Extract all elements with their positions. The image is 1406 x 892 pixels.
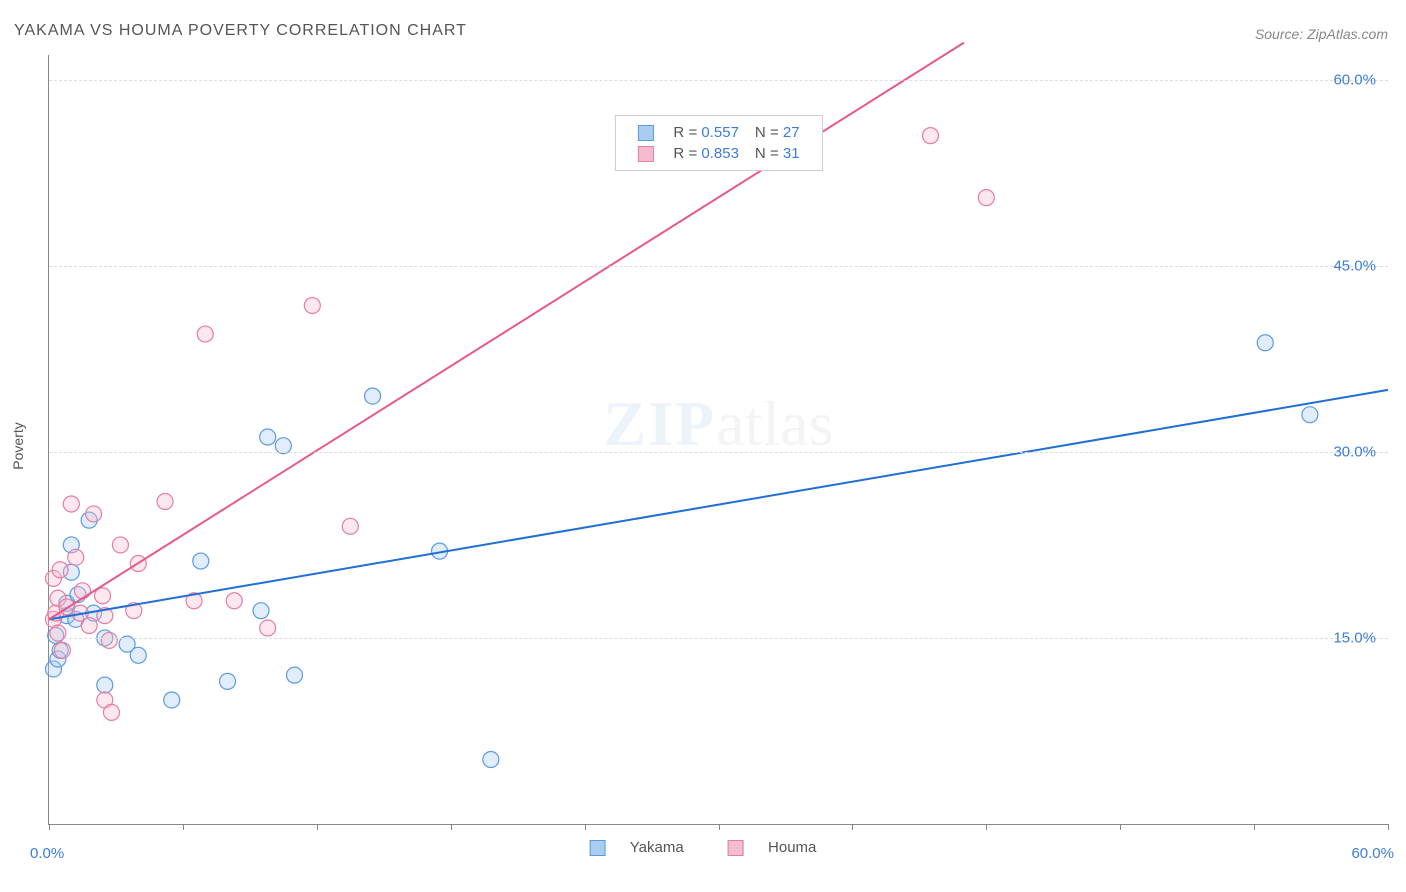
gridline <box>49 638 1388 639</box>
n-label: N <box>755 145 766 162</box>
source-label: Source: ZipAtlas.com <box>1255 26 1388 42</box>
scatter-point <box>260 620 276 636</box>
trend-line <box>49 43 964 620</box>
swatch-icon <box>728 840 744 856</box>
x-tick <box>986 824 987 830</box>
scatter-point <box>86 506 102 522</box>
r-label: R <box>673 124 684 141</box>
x-tick <box>1388 824 1389 830</box>
plot-area: ZIPatlas R = 0.557 N = 27 R = 0.853 N = … <box>48 55 1388 825</box>
x-tick <box>49 824 50 830</box>
scatter-point <box>81 618 97 634</box>
n-label: N <box>755 124 766 141</box>
n-value: 31 <box>783 145 800 162</box>
x-tick <box>451 824 452 830</box>
swatch-icon <box>637 125 653 141</box>
r-value: 0.557 <box>701 124 739 141</box>
scatter-point <box>112 537 128 553</box>
r-label: R <box>673 145 684 162</box>
scatter-point <box>68 549 84 565</box>
legend-stats-row: R = 0.557 N = 27 <box>629 122 807 143</box>
scatter-point <box>483 752 499 768</box>
legend-item: Houma <box>718 839 827 856</box>
legend-stats-row: R = 0.853 N = 31 <box>629 143 807 164</box>
scatter-point <box>193 553 209 569</box>
eq: = <box>766 145 783 162</box>
gridline <box>49 266 1388 267</box>
scatter-point <box>103 704 119 720</box>
scatter-point <box>52 562 68 578</box>
x-origin-label: 0.0% <box>30 845 64 862</box>
y-tick-label: 60.0% <box>1333 71 1376 88</box>
scatter-point <box>164 692 180 708</box>
y-tick-label: 30.0% <box>1333 443 1376 460</box>
scatter-point <box>253 603 269 619</box>
x-tick <box>852 824 853 830</box>
x-tick <box>585 824 586 830</box>
legend-stats-table: R = 0.557 N = 27 R = 0.853 N = 31 <box>629 122 807 164</box>
x-tick <box>183 824 184 830</box>
scatter-point <box>923 128 939 144</box>
scatter-point <box>1302 407 1318 423</box>
eq: = <box>684 124 701 141</box>
gridline <box>49 452 1388 453</box>
legend-bottom: Yakama Houma <box>570 839 837 856</box>
scatter-point <box>365 388 381 404</box>
x-tick <box>317 824 318 830</box>
scatter-point <box>63 496 79 512</box>
chart-title: YAKAMA VS HOUMA POVERTY CORRELATION CHAR… <box>14 22 467 40</box>
scatter-point <box>197 326 213 342</box>
scatter-point <box>226 593 242 609</box>
scatter-point <box>1257 335 1273 351</box>
trend-line <box>49 390 1388 619</box>
eq: = <box>684 145 701 162</box>
scatter-point <box>978 190 994 206</box>
scatter-point <box>101 632 117 648</box>
scatter-point <box>304 298 320 314</box>
legend-label: Houma <box>768 839 816 856</box>
x-tick <box>719 824 720 830</box>
scatter-point <box>97 677 113 693</box>
scatter-point <box>54 642 70 658</box>
x-tick <box>1254 824 1255 830</box>
r-value: 0.853 <box>701 145 739 162</box>
eq: = <box>766 124 783 141</box>
swatch-icon <box>637 146 653 162</box>
scatter-point <box>74 583 90 599</box>
legend-item: Yakama <box>580 839 694 856</box>
scatter-point <box>220 673 236 689</box>
scatter-point <box>130 647 146 663</box>
legend-stats: R = 0.557 N = 27 R = 0.853 N = 31 <box>614 115 822 171</box>
swatch-icon <box>590 840 606 856</box>
scatter-point <box>342 518 358 534</box>
legend-label: Yakama <box>630 839 684 856</box>
y-tick-label: 15.0% <box>1333 629 1376 646</box>
scatter-point <box>157 494 173 510</box>
scatter-point <box>260 429 276 445</box>
n-value: 27 <box>783 124 800 141</box>
x-tick <box>1120 824 1121 830</box>
y-tick-label: 45.0% <box>1333 257 1376 274</box>
x-max-label: 60.0% <box>1351 845 1394 862</box>
chart-container: YAKAMA VS HOUMA POVERTY CORRELATION CHAR… <box>0 0 1406 892</box>
scatter-point <box>286 667 302 683</box>
y-axis-label: Poverty <box>10 422 26 469</box>
gridline <box>49 80 1388 81</box>
